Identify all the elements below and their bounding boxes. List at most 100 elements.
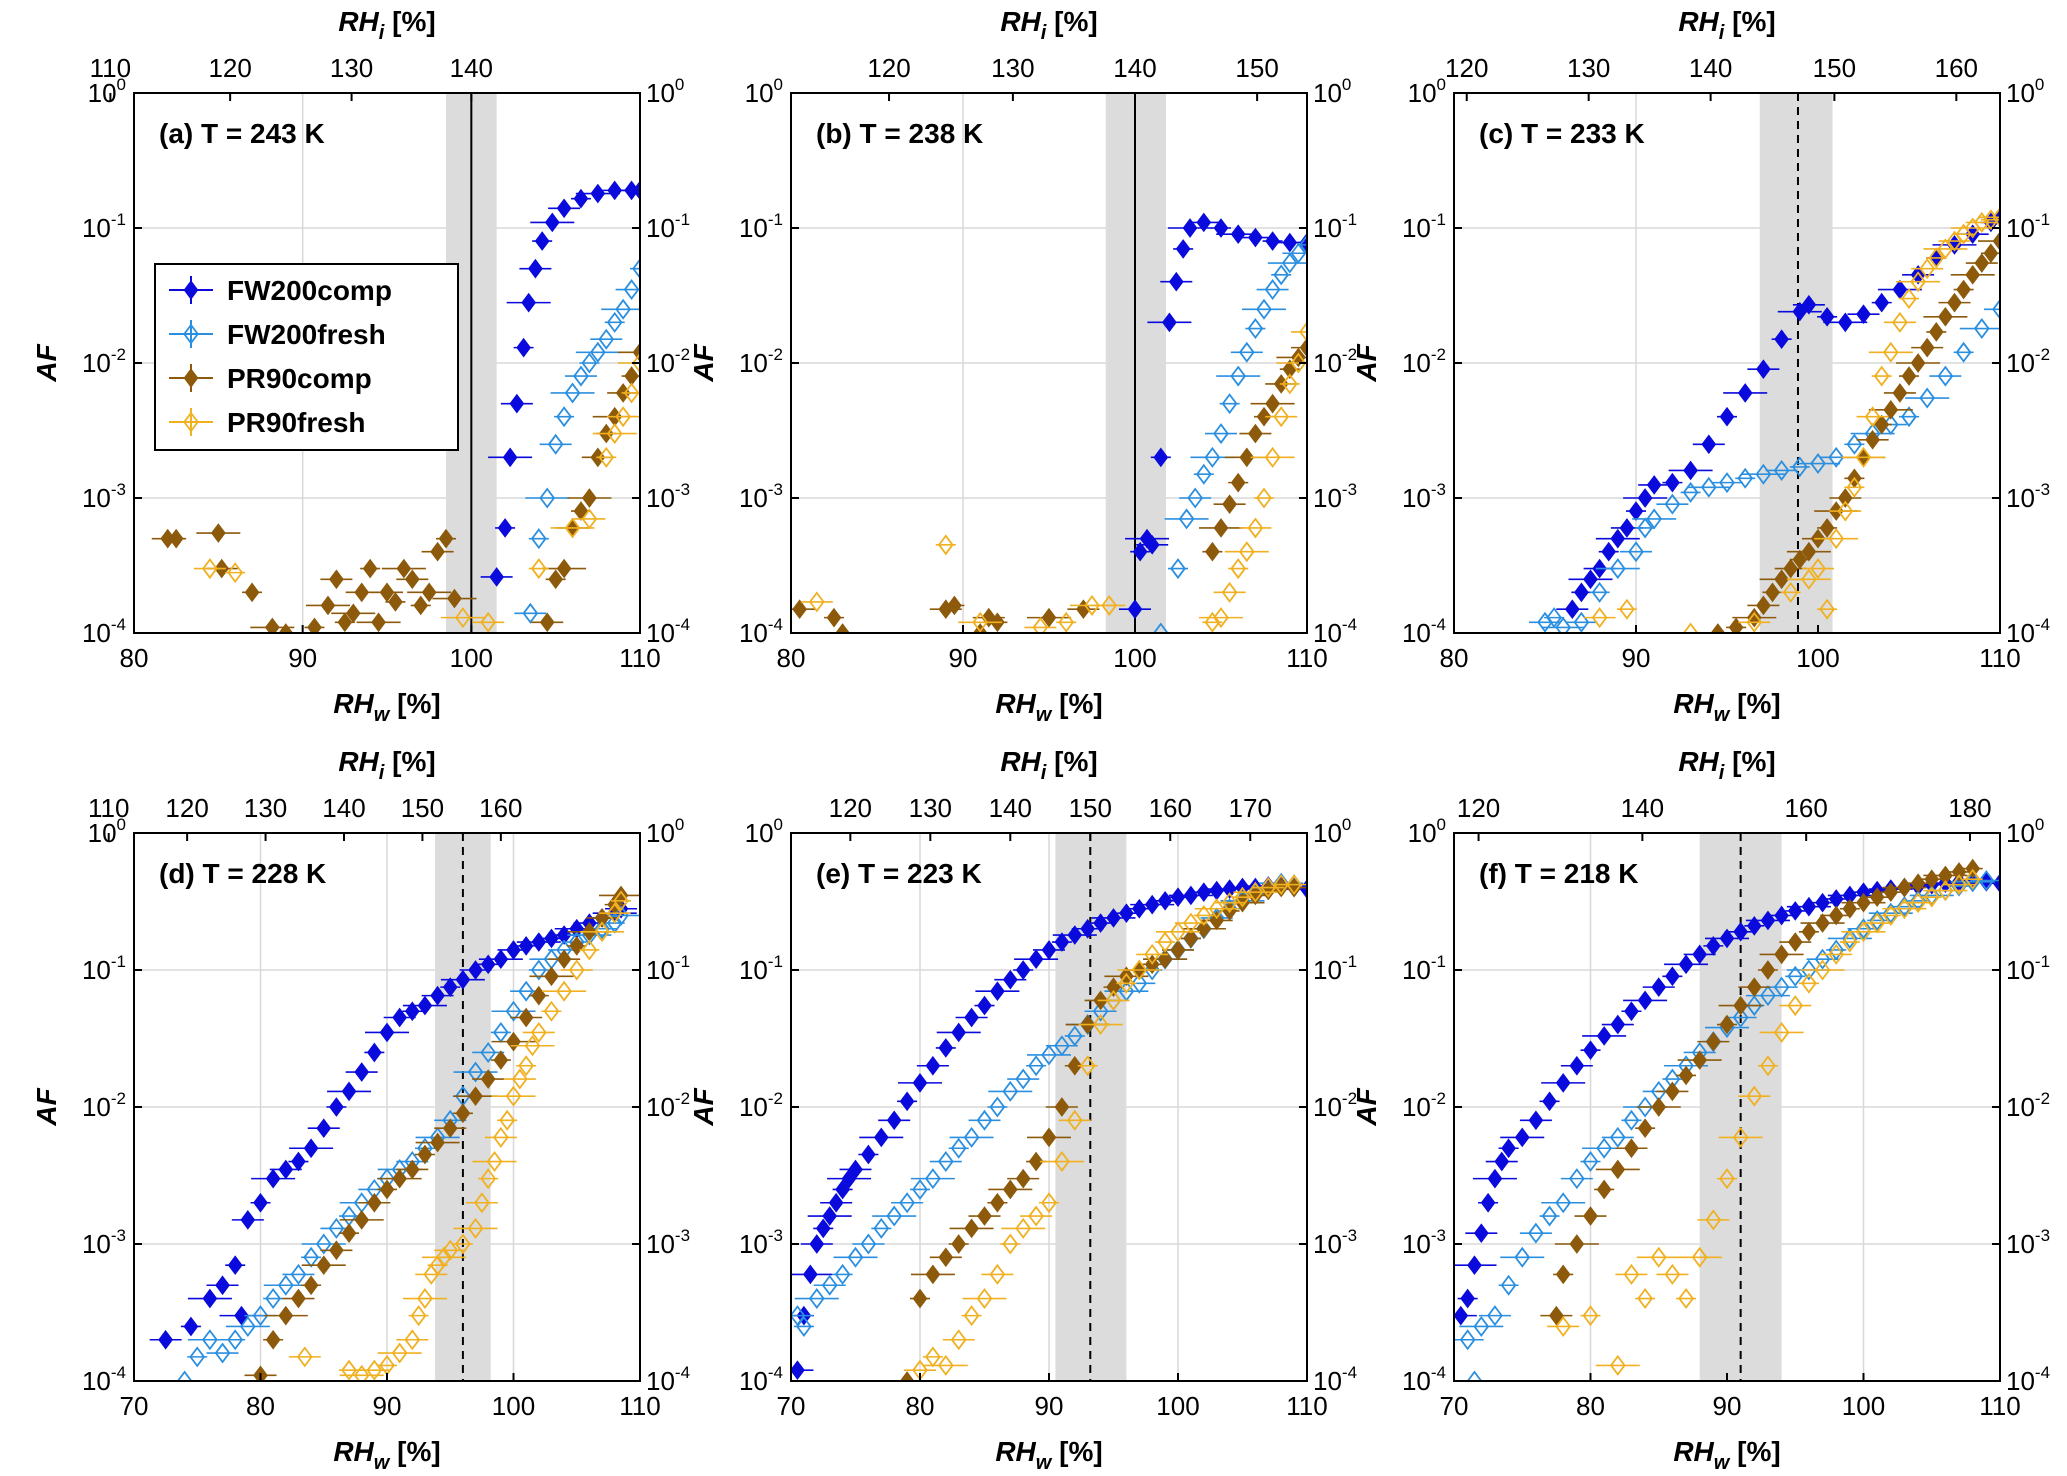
- point-FW200comp: [1248, 227, 1263, 248]
- point-FW200comp: [417, 995, 433, 1016]
- top-tick-label: 140: [1689, 53, 1732, 83]
- point-FW200comp: [521, 292, 537, 313]
- point-PR90fresh: [1746, 1085, 1763, 1107]
- top-tick-label: 110: [88, 793, 129, 823]
- point-FW200comp: [1574, 582, 1589, 603]
- point-PR90fresh: [1837, 500, 1854, 522]
- point-FW200comp: [1874, 292, 1890, 313]
- top-tick-label: 130: [1567, 53, 1610, 83]
- y-tick-label: 100: [88, 75, 126, 108]
- data-points: [149, 885, 640, 1381]
- x-tick-label: 100: [1156, 1391, 1199, 1421]
- y-tick-label: 10-3: [82, 1226, 126, 1259]
- legend-label: FW200fresh: [227, 319, 386, 350]
- point-PR90comp: [1705, 1031, 1721, 1052]
- top-tick-label: 120: [165, 793, 208, 823]
- legend: FW200comp FW200fresh PR90comp PR90fresh: [154, 263, 459, 451]
- point-FW200comp: [1737, 383, 1753, 403]
- point-PR90comp: [1783, 558, 1799, 579]
- point-PR90fresh: [1118, 972, 1135, 994]
- point-FW200fresh: [1810, 453, 1826, 475]
- point-PR90fresh: [937, 1354, 954, 1376]
- top-tick-label: 130: [244, 793, 287, 823]
- point-PR90fresh: [1256, 487, 1272, 509]
- point-FW200comp: [791, 1360, 805, 1380]
- top-tick-label: 120: [1445, 53, 1488, 83]
- point-PR90fresh: [1746, 611, 1763, 633]
- point-FW200fresh: [1299, 234, 1307, 256]
- point-PR90comp: [455, 1103, 471, 1124]
- point-FW200comp: [265, 1168, 281, 1189]
- point-FW200comp: [1701, 434, 1717, 455]
- point-FW200fresh: [1247, 318, 1264, 340]
- top-tick-label: 120: [1457, 793, 1500, 823]
- point-PR90fresh: [1855, 921, 1872, 943]
- point-FW200fresh: [1896, 896, 1913, 918]
- point-PR90comp: [1956, 279, 1971, 300]
- point-PR90comp: [421, 582, 437, 603]
- point-PR90fresh: [972, 611, 989, 633]
- point-FW200fresh: [227, 1329, 244, 1351]
- point-PR90fresh: [480, 1168, 497, 1190]
- y-tick-label: 10-3: [1402, 1226, 1446, 1259]
- point-FW200fresh: [1700, 476, 1717, 498]
- top-axis-label: RHi [%]: [1000, 6, 1097, 44]
- point-FW200comp: [951, 1022, 967, 1043]
- point-FW200fresh: [1487, 1305, 1503, 1327]
- y-tick-label: 10-3: [1402, 480, 1446, 513]
- y-tick-label-right: 10-3: [2006, 1226, 2050, 1259]
- point-PR90fresh: [1290, 352, 1307, 374]
- point-FW200comp: [815, 1218, 831, 1239]
- point-FW200fresh: [530, 959, 547, 981]
- point-PR90comp: [539, 612, 555, 633]
- panel-title: (a) T = 243 K: [159, 118, 325, 149]
- y-tick-label: 10-3: [739, 1226, 783, 1259]
- top-tick-label: 110: [90, 53, 131, 83]
- point-PR90comp: [835, 623, 850, 633]
- point-FW200fresh: [1195, 463, 1212, 485]
- point-FW200comp: [861, 1144, 876, 1165]
- legend-marker: [183, 411, 199, 433]
- x-tick-label: 80: [777, 643, 806, 673]
- x-tick-label: 110: [1286, 1391, 1327, 1421]
- point-FW200comp: [848, 1159, 863, 1180]
- point-PR90fresh: [1678, 1288, 1694, 1310]
- x-axis-label: RHw [%]: [1673, 688, 1780, 726]
- top-tick-label: 120: [208, 53, 251, 83]
- point-FW200comp: [1182, 218, 1198, 238]
- point-PR90comp: [303, 1275, 319, 1296]
- point-PR90comp: [1222, 494, 1237, 515]
- point-FW200fresh: [1855, 918, 1872, 940]
- point-PR90comp: [1756, 595, 1771, 616]
- y-tick-label: 100: [745, 75, 783, 108]
- top-tick-label: 140: [450, 53, 493, 83]
- point-FW200comp: [1815, 892, 1830, 913]
- y-tick-label-right: 10-1: [646, 952, 690, 985]
- point-PR90comp: [404, 569, 420, 590]
- point-PR90fresh: [436, 1246, 452, 1268]
- x-tick-label: 70: [777, 1391, 806, 1421]
- point-FW200fresh: [1596, 1137, 1613, 1159]
- point-FW200fresh: [265, 1288, 282, 1310]
- point-PR90comp: [1947, 292, 1962, 313]
- point-PR90comp: [899, 1371, 915, 1381]
- point-PR90fresh: [480, 611, 497, 633]
- point-PR90fresh: [1992, 206, 2000, 228]
- point-FW200comp: [430, 985, 445, 1006]
- y-tick-label: 10-3: [739, 480, 783, 513]
- x-tick-label: 80: [906, 1391, 935, 1421]
- point-PR90comp: [1291, 347, 1306, 368]
- point-FW200fresh: [1092, 1000, 1109, 1022]
- point-PR90comp: [1549, 1305, 1564, 1326]
- point-FW200comp: [1067, 925, 1083, 945]
- point-PR90comp: [265, 1329, 281, 1350]
- point-PR90comp: [210, 523, 226, 543]
- point-FW200fresh: [796, 1315, 812, 1337]
- point-FW200fresh: [239, 1315, 256, 1337]
- point-PR90comp: [1710, 623, 1726, 633]
- point-PR90fresh: [1247, 517, 1264, 539]
- point-FW200comp: [1692, 944, 1708, 965]
- point-FW200fresh: [277, 1274, 294, 1296]
- point-PR90fresh: [1923, 886, 1940, 908]
- point-FW200fresh: [1773, 976, 1790, 998]
